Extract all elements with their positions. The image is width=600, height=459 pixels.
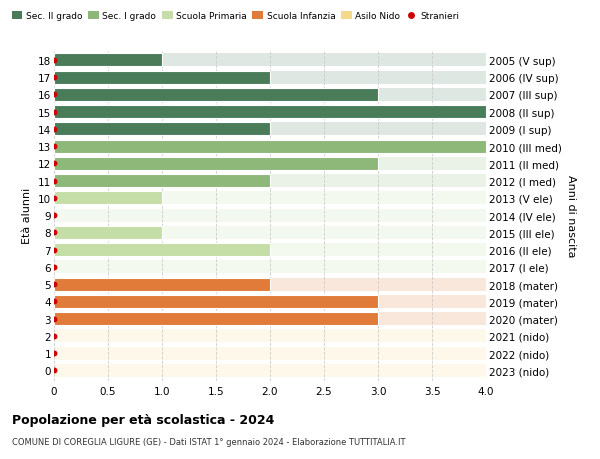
Point — [49, 91, 59, 99]
Bar — [54, 106, 486, 119]
Y-axis label: Anni di nascita: Anni di nascita — [566, 174, 575, 257]
Bar — [54, 261, 486, 274]
Bar — [54, 72, 270, 84]
Bar — [54, 278, 270, 291]
Bar — [54, 347, 486, 360]
Point — [49, 263, 59, 271]
Bar — [54, 295, 378, 308]
Bar — [54, 313, 378, 325]
Bar — [54, 140, 486, 153]
Point — [49, 367, 59, 375]
Bar — [54, 244, 270, 257]
Point — [49, 74, 59, 82]
Bar — [54, 157, 486, 171]
Bar — [54, 72, 486, 84]
Text: Popolazione per età scolastica - 2024: Popolazione per età scolastica - 2024 — [12, 413, 274, 426]
Bar — [54, 175, 270, 188]
Point — [49, 332, 59, 340]
Point — [49, 160, 59, 168]
Text: COMUNE DI COREGLIA LIGURE (GE) - Dati ISTAT 1° gennaio 2024 - Elaborazione TUTTI: COMUNE DI COREGLIA LIGURE (GE) - Dati IS… — [12, 437, 406, 446]
Bar — [54, 278, 486, 291]
Point — [49, 109, 59, 116]
Point — [49, 350, 59, 357]
Point — [49, 195, 59, 202]
Point — [49, 281, 59, 288]
Point — [49, 212, 59, 219]
Y-axis label: Età alunni: Età alunni — [22, 188, 32, 244]
Bar — [54, 54, 486, 67]
Bar — [54, 175, 486, 188]
Point — [49, 57, 59, 64]
Bar — [54, 330, 486, 343]
Point — [49, 246, 59, 254]
Bar — [54, 140, 486, 153]
Point — [49, 315, 59, 323]
Bar — [54, 106, 486, 119]
Point — [49, 298, 59, 306]
Bar — [54, 364, 486, 377]
Bar — [54, 89, 486, 102]
Bar — [54, 244, 486, 257]
Bar — [54, 295, 486, 308]
Bar — [54, 192, 162, 205]
Bar — [54, 192, 486, 205]
Legend: Sec. II grado, Sec. I grado, Scuola Primaria, Scuola Infanzia, Asilo Nido, Stran: Sec. II grado, Sec. I grado, Scuola Prim… — [8, 9, 463, 25]
Bar — [54, 54, 162, 67]
Bar — [54, 123, 486, 136]
Bar — [54, 89, 378, 102]
Point — [49, 178, 59, 185]
Bar — [54, 226, 162, 240]
Point — [49, 230, 59, 237]
Bar — [54, 226, 486, 240]
Point — [49, 143, 59, 151]
Bar — [54, 209, 486, 222]
Point — [49, 126, 59, 133]
Bar — [54, 157, 378, 171]
Bar — [54, 123, 270, 136]
Bar — [54, 313, 486, 325]
